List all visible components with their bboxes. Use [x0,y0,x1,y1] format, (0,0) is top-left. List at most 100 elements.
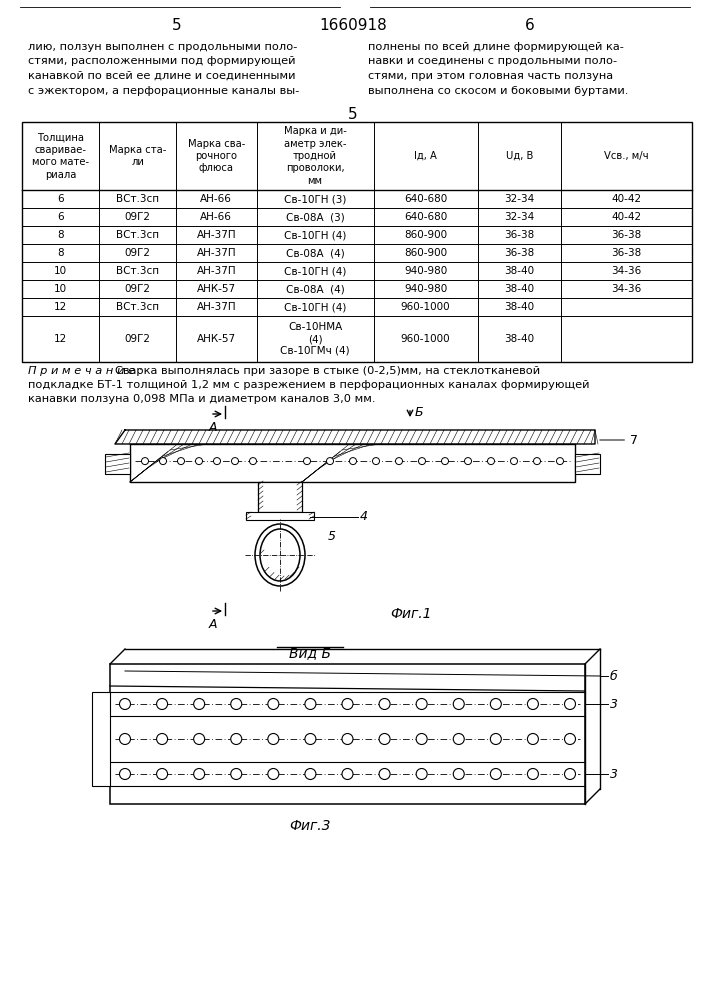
Text: АН-37П: АН-37П [197,302,236,312]
Text: Марка и ди-
аметр элек-
тродной
проволоки,
мм: Марка и ди- аметр элек- тродной проволок… [284,126,346,186]
Text: полнены по всей длине формирующей ка-: полнены по всей длине формирующей ка- [368,42,624,52]
Text: Св-10ГН (3): Св-10ГН (3) [284,194,346,204]
Bar [575,454,600,474]
Circle shape [419,458,426,465]
Text: ВСт.3сп: ВСт.3сп [116,230,159,240]
Text: 38-40: 38-40 [504,266,534,276]
Circle shape [196,458,202,465]
Circle shape [141,458,148,465]
Text: 09Г2: 09Г2 [124,284,151,294]
Text: 960-1000: 960-1000 [401,302,450,312]
Text: 36-38: 36-38 [612,248,642,258]
Text: 38-40: 38-40 [504,284,534,294]
Text: A: A [209,421,217,434]
Text: 6: 6 [57,194,64,204]
Text: АН-66: АН-66 [200,212,232,222]
Text: 34-36: 34-36 [612,266,642,276]
Text: Св-08А  (4): Св-08А (4) [286,284,344,294]
Circle shape [230,768,242,780]
Circle shape [156,698,168,710]
Circle shape [527,698,539,710]
Text: стями, при этом головная часть ползуна: стями, при этом головная часть ползуна [368,71,613,81]
Text: Св-08А  (4): Св-08А (4) [286,248,344,258]
Bar [246,512,314,520]
Circle shape [416,734,427,744]
Text: 10: 10 [54,266,67,276]
Bar [92,692,110,786]
Text: стями, расположенными под формирующей: стями, расположенными под формирующей [28,56,296,66]
Text: 3: 3 [610,698,618,710]
Text: 10: 10 [54,284,67,294]
Text: 6: 6 [525,18,535,33]
Circle shape [250,458,257,465]
Circle shape [453,698,464,710]
Text: Vсв., м/ч: Vсв., м/ч [604,151,649,161]
Text: 640-680: 640-680 [404,212,448,222]
Text: 860-900: 860-900 [404,248,448,258]
Bar [110,664,585,804]
Circle shape [194,768,204,780]
Circle shape [441,458,448,465]
Text: 960-1000: 960-1000 [401,334,450,344]
Text: Св-10ГН (4): Св-10ГН (4) [284,230,346,240]
Text: A: A [209,618,217,631]
Circle shape [373,458,380,465]
Text: канавки ползуна 0,098 МПа и диаметром каналов 3,0 мм.: канавки ползуна 0,098 МПа и диаметром ка… [28,394,375,404]
Circle shape [156,734,168,744]
Text: канавкой по всей ее длине и соединенными: канавкой по всей ее длине и соединенными [28,71,296,81]
Circle shape [416,698,427,710]
Text: 1660918: 1660918 [319,18,387,33]
Circle shape [342,698,353,710]
Text: Толщина
сваривае-
мого мате-
риала: Толщина сваривае- мого мате- риала [32,132,89,180]
Text: 12: 12 [54,302,67,312]
Circle shape [342,768,353,780]
Text: 640-680: 640-680 [404,194,448,204]
Text: 8: 8 [57,230,64,240]
Circle shape [194,698,204,710]
Text: 38-40: 38-40 [504,334,534,344]
Text: 34-36: 34-36 [612,284,642,294]
Circle shape [119,698,131,710]
Circle shape [327,458,334,465]
Text: 36-38: 36-38 [504,230,534,240]
Text: 09Г2: 09Г2 [124,248,151,258]
Circle shape [556,458,563,465]
Text: АН-66: АН-66 [200,194,232,204]
Circle shape [305,698,316,710]
Circle shape [564,768,575,780]
Circle shape [491,698,501,710]
Text: Св-10ГН (4): Св-10ГН (4) [284,266,346,276]
Text: 940-980: 940-980 [404,266,448,276]
Text: Б: Б [415,406,423,419]
Text: ВСт.3сп: ВСт.3сп [116,266,159,276]
Text: Сварка выполнялась при зазоре в стыке (0-2,5)мм, на стеклотканевой: Сварка выполнялась при зазоре в стыке (0… [115,366,540,376]
Text: с эжектором, а перфорационные каналы вы-: с эжектором, а перфорационные каналы вы- [28,86,299,96]
Text: 5: 5 [173,18,182,33]
Text: 38-40: 38-40 [504,302,534,312]
Circle shape [349,458,356,465]
Text: Св-10ГН (4): Св-10ГН (4) [284,302,346,312]
Text: 40-42: 40-42 [612,212,642,222]
Circle shape [379,734,390,744]
Text: Св-08А  (3): Св-08А (3) [286,212,344,222]
Circle shape [268,698,279,710]
Circle shape [230,734,242,744]
Text: Фиг.3: Фиг.3 [289,819,331,833]
Bar [258,482,302,512]
Circle shape [534,458,540,465]
Text: ВСт.3сп: ВСт.3сп [116,302,159,312]
Circle shape [395,458,402,465]
Text: б: б [610,670,618,682]
Circle shape [194,734,204,744]
Circle shape [491,734,501,744]
Circle shape [491,768,501,780]
Circle shape [379,698,390,710]
Text: АН-37П: АН-37П [197,230,236,240]
Circle shape [564,734,575,744]
Text: 7: 7 [600,434,638,446]
Text: АНК-57: АНК-57 [197,334,236,344]
Text: 5: 5 [348,107,358,122]
Bar [105,454,130,474]
Circle shape [464,458,472,465]
Text: ВСт.3сп: ВСт.3сп [116,194,159,204]
